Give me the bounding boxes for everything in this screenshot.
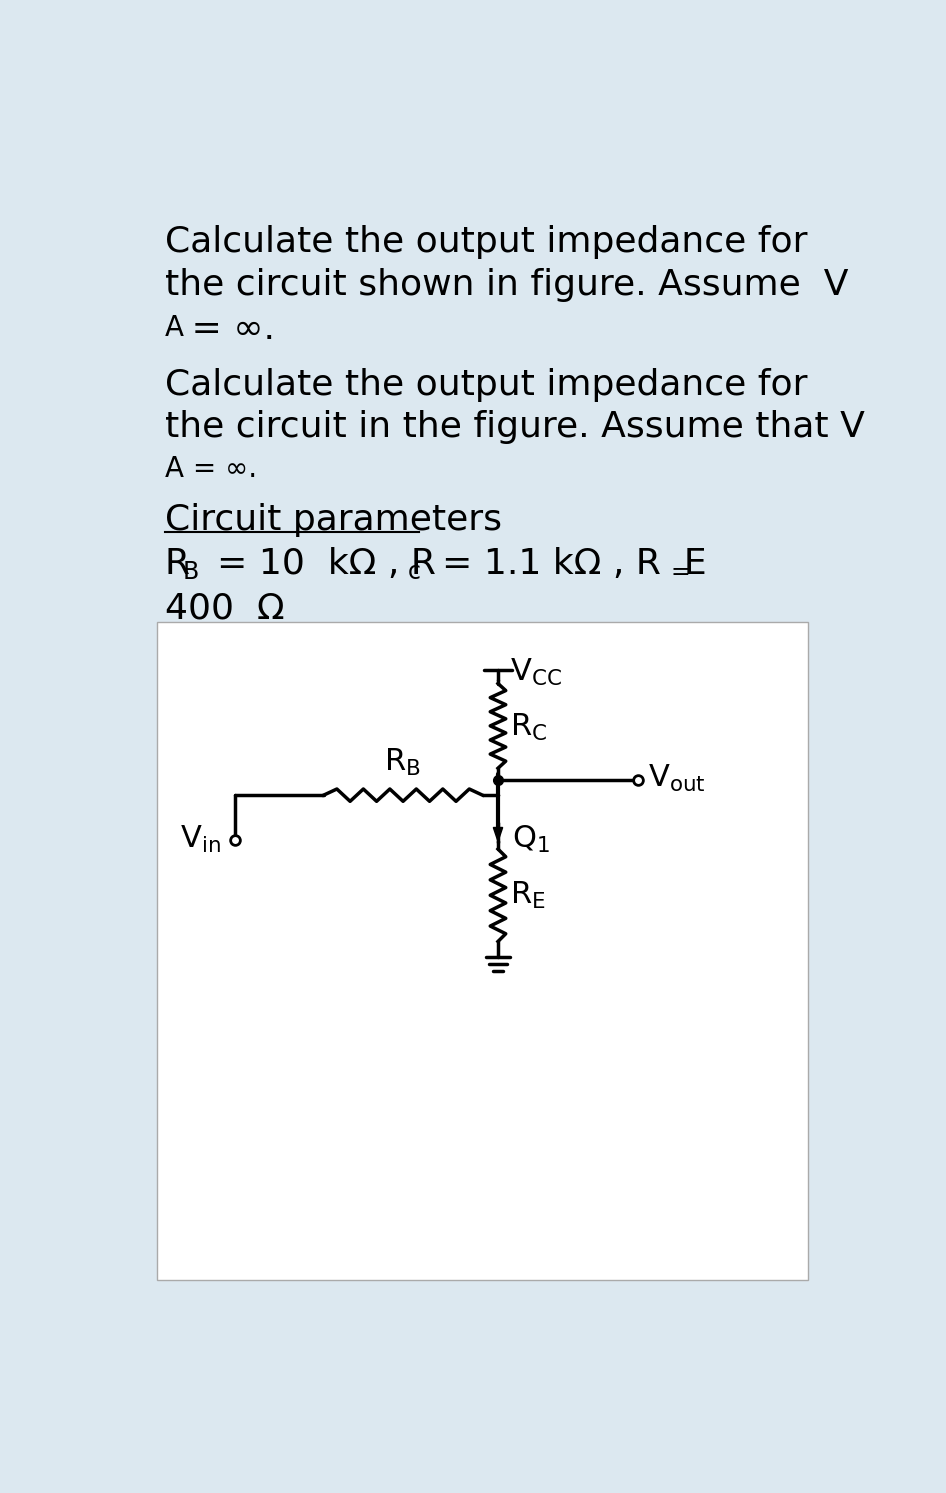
Text: V$_{\mathregular{in}}$: V$_{\mathregular{in}}$ xyxy=(180,824,220,855)
Text: =: = xyxy=(670,560,690,584)
Text: the circuit shown in figure. Assume  V: the circuit shown in figure. Assume V xyxy=(165,267,849,302)
Text: Calculate the output impedance for: Calculate the output impedance for xyxy=(165,367,807,402)
Text: R$_{\mathregular{C}}$: R$_{\mathregular{C}}$ xyxy=(511,712,548,744)
Text: A = ∞.: A = ∞. xyxy=(165,455,257,482)
Text: R$_{\mathregular{E}}$: R$_{\mathregular{E}}$ xyxy=(511,879,546,911)
Text: V$_{\mathregular{CC}}$: V$_{\mathregular{CC}}$ xyxy=(511,657,562,687)
Text: A: A xyxy=(165,314,184,342)
Text: V$_{\mathregular{out}}$: V$_{\mathregular{out}}$ xyxy=(648,763,706,794)
Text: R$_{\mathregular{B}}$: R$_{\mathregular{B}}$ xyxy=(384,748,421,778)
Text: Circuit parameters: Circuit parameters xyxy=(165,503,501,536)
Text: = 10  kΩ , R: = 10 kΩ , R xyxy=(194,548,436,581)
Bar xyxy=(157,623,808,1281)
Text: the circuit in the figure. Assume that V: the circuit in the figure. Assume that V xyxy=(165,411,865,443)
Text: Calculate the output impedance for: Calculate the output impedance for xyxy=(165,225,807,260)
Text: 400  Ω: 400 Ω xyxy=(165,591,285,626)
Text: Q$_{\mathregular{1}}$: Q$_{\mathregular{1}}$ xyxy=(512,824,550,855)
Text: c: c xyxy=(408,560,421,584)
Text: = ∞.: = ∞. xyxy=(181,312,275,345)
Text: R: R xyxy=(165,548,190,581)
Text: B: B xyxy=(183,560,199,584)
Text: = 1.1 kΩ , R  E: = 1.1 kΩ , R E xyxy=(419,548,707,581)
Polygon shape xyxy=(494,827,502,842)
